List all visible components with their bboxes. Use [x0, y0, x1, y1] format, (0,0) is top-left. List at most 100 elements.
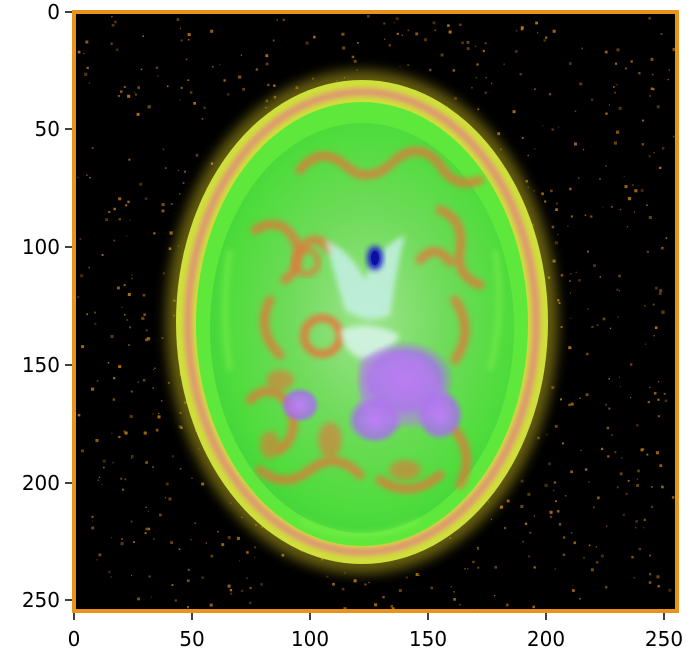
noise-speckle: [652, 88, 655, 91]
noise-speckle: [77, 176, 79, 178]
noise-speckle: [143, 313, 146, 316]
noise-speckle: [558, 302, 561, 304]
noise-speckle: [147, 527, 151, 531]
noise-speckle: [194, 522, 197, 525]
noise-speckle: [393, 22, 395, 24]
noise-speckle: [155, 428, 159, 432]
noise-speckle: [226, 93, 230, 96]
noise-speckle: [260, 583, 263, 586]
noise-speckle: [650, 486, 653, 488]
noise-speckle: [503, 63, 506, 66]
noise-speckle: [88, 266, 90, 269]
noise-speckle: [643, 305, 646, 307]
noise-speckle: [238, 75, 242, 79]
noise-speckle: [168, 497, 172, 501]
noise-speckle: [453, 598, 456, 601]
noise-speckle: [382, 596, 385, 599]
noise-speckle: [490, 518, 493, 520]
noise-speckle: [124, 478, 127, 481]
noise-speckle: [126, 319, 128, 321]
noise-speckle: [186, 579, 190, 583]
noise-speckle: [630, 363, 633, 366]
noise-speckle: [399, 65, 401, 67]
noise-speckle: [609, 327, 612, 330]
noise-speckle: [660, 246, 664, 250]
noise-speckle: [92, 520, 94, 522]
noise-speckle: [601, 447, 604, 450]
noise-speckle: [88, 82, 91, 84]
noise-speckle: [153, 369, 154, 371]
noise-speckle: [113, 239, 116, 242]
noise-speckle: [169, 231, 173, 235]
noise-speckle: [113, 377, 116, 380]
noise-speckle: [615, 62, 618, 65]
noise-speckle: [663, 392, 666, 395]
noise-speckle: [160, 400, 163, 402]
noise-speckle: [618, 106, 622, 110]
noise-speckle: [551, 386, 555, 389]
noise-speckle: [659, 289, 663, 293]
noise-speckle: [554, 241, 558, 245]
noise-speckle: [541, 192, 544, 196]
noise-speckle: [223, 79, 226, 82]
noise-speckle: [357, 42, 359, 44]
noise-speckle: [161, 203, 165, 207]
noise-speckle: [79, 238, 82, 240]
noise-speckle: [130, 390, 133, 393]
noise-speckle: [606, 426, 610, 430]
noise-speckle: [114, 20, 117, 24]
noise-speckle: [415, 573, 419, 576]
noise-speckle: [658, 292, 662, 295]
noise-speckle: [638, 547, 642, 551]
noise-speckle: [86, 313, 88, 316]
noise-speckle: [229, 589, 233, 592]
noise-speckle: [552, 29, 556, 33]
noise-speckle: [661, 485, 664, 489]
noise-speckle: [560, 274, 564, 277]
noise-speckle: [459, 23, 462, 26]
noise-speckle: [272, 39, 275, 42]
noise-speckle: [187, 606, 190, 609]
noise-speckle: [187, 568, 190, 571]
noise-speckle: [448, 30, 452, 34]
noise-speckle: [520, 479, 524, 483]
noise-speckle: [152, 466, 154, 468]
noise-speckle: [534, 88, 536, 91]
noise-speckle: [101, 483, 103, 486]
y-tick-label: 250: [22, 588, 60, 612]
noise-speckle: [514, 50, 518, 53]
noise-speckle: [342, 46, 346, 50]
noise-speckle: [647, 401, 650, 404]
noise-speckle: [515, 29, 518, 32]
noise-speckle: [532, 605, 535, 609]
noise-speckle: [497, 132, 501, 136]
noise-speckle: [616, 48, 620, 52]
noise-speckle: [653, 334, 655, 337]
noise-speckle: [578, 279, 581, 282]
noise-speckle: [137, 86, 140, 89]
noise-speckle: [246, 551, 249, 554]
noise-speckle: [254, 556, 256, 558]
noise-speckle: [575, 271, 577, 274]
noise-speckle: [221, 543, 225, 547]
noise-speckle: [580, 449, 582, 451]
y-tick-label: 50: [35, 117, 60, 141]
noise-speckle: [525, 180, 528, 183]
noise-speckle: [574, 110, 577, 112]
noise-speckle: [567, 225, 569, 227]
noise-speckle: [171, 455, 174, 458]
noise-speckle: [602, 206, 604, 208]
noise-speckle: [570, 273, 572, 275]
noise-speckle: [611, 434, 613, 436]
noise-speckle: [631, 184, 634, 186]
noise-speckle: [649, 95, 651, 97]
noise-speckle: [276, 19, 278, 21]
noise-speckle: [193, 102, 196, 105]
noise-speckle: [619, 386, 621, 388]
noise-speckle: [619, 472, 623, 476]
noise-speckle: [549, 515, 553, 519]
noise-speckle: [633, 577, 635, 579]
noise-speckle: [127, 94, 131, 98]
gyri: [245, 146, 485, 494]
noise-speckle: [602, 317, 606, 321]
